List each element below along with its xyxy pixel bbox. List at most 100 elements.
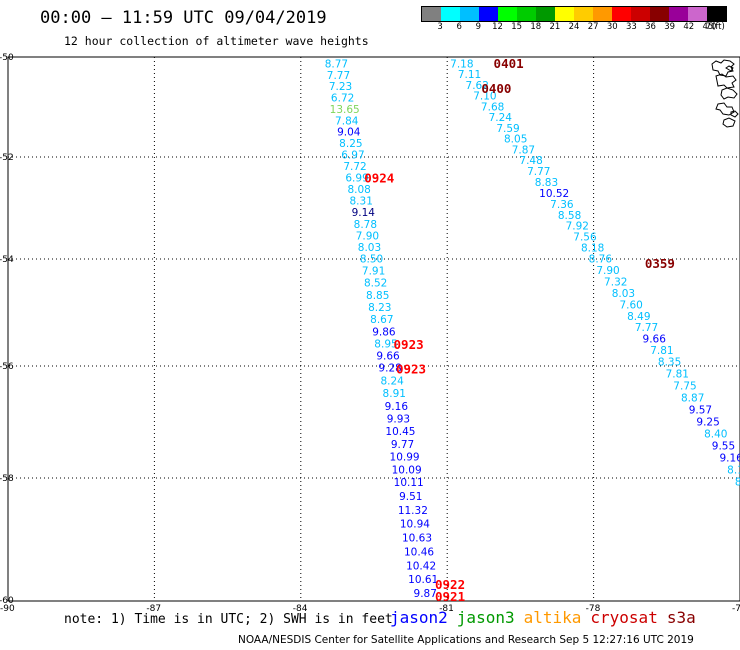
coastline-segment	[722, 117, 736, 128]
coastline-segment	[715, 73, 737, 89]
wave-height-value: 7.84	[335, 115, 359, 127]
wave-height-value: 7.91	[362, 265, 385, 277]
color-swatch	[498, 7, 517, 21]
satellite-legend: jason2 jason3 altika cryosat s3a	[390, 608, 705, 627]
wave-height-value: 9.51	[399, 491, 422, 503]
wave-height-value: 7.59	[496, 123, 519, 135]
lat-label: -56	[0, 362, 14, 372]
coastline-segment	[711, 59, 735, 77]
wave-height-value: 11.32	[398, 505, 428, 517]
time-tag: 0359	[645, 256, 675, 271]
wave-height-value: 7.81	[666, 368, 689, 380]
wave-height-value: 8.40	[704, 428, 727, 440]
coastline	[711, 59, 739, 128]
wave-height-value: 10.11	[394, 477, 424, 489]
color-scale-label: 21	[549, 22, 561, 32]
color-scale-units: (ft)	[712, 22, 725, 32]
wave-height-value: 9.16	[719, 452, 740, 464]
color-scale-label: 18	[530, 22, 542, 32]
wave-height-value: 10.63	[402, 533, 432, 545]
lat-label: -52	[0, 153, 14, 163]
color-scale-label: 3	[437, 22, 443, 32]
legend-jason3: jason3	[456, 608, 515, 627]
lat-label: -58	[0, 474, 14, 484]
graticule	[8, 57, 740, 600]
wave-height-value: 8.03	[358, 242, 381, 254]
lon-label: -84	[293, 604, 308, 614]
time-tag: 0401	[494, 56, 524, 71]
color-swatch	[612, 7, 631, 21]
color-scale-label: 12	[492, 22, 503, 32]
wave-height-value: 9.25	[696, 416, 719, 428]
wave-height-value: 9.66	[643, 334, 667, 346]
color-scale-label: 42	[683, 22, 695, 32]
time-tags: 04010400035903509240923092309220921	[364, 56, 675, 604]
color-swatch	[536, 7, 555, 21]
wave-height-value: 8.52	[364, 278, 387, 290]
wave-height-value: 9.93	[387, 414, 410, 426]
color-swatch	[707, 7, 726, 21]
lat-labels: -50 -52 -54 -56 -58 -60	[0, 53, 14, 606]
map-frame	[7, 56, 740, 602]
wave-height-value: 7.60	[619, 299, 642, 311]
time-tag: 0922	[435, 577, 465, 592]
wave-height-value: 9.87	[414, 588, 437, 600]
wave-height-value: 7.75	[673, 380, 696, 392]
wave-height-value: 8.23	[368, 302, 391, 314]
wave-height-value: 10.52	[539, 188, 569, 200]
wave-height-value: 7.77	[635, 322, 658, 334]
lon-label: -90	[0, 604, 15, 614]
wave-height-value: 9.16	[385, 401, 409, 413]
wave-height-value: 9.86	[372, 326, 396, 338]
color-scale-label: 39	[664, 22, 676, 32]
wave-height-value: 8.67	[370, 314, 393, 326]
color-swatch	[650, 7, 669, 21]
credit-footer: NOAA/NESDIS Center for Satellite Applica…	[238, 634, 694, 646]
color-scale-label: 9	[475, 22, 482, 32]
color-scale-label: 6	[456, 22, 462, 32]
wave-height-value: 7.90	[356, 230, 379, 242]
lon-labels: -90 -87 -84 -81 -78 -75	[0, 604, 740, 614]
wave-height-value: 7.87	[512, 144, 535, 156]
wave-height-value: 9.57	[689, 404, 712, 416]
wave-height-value: 8.13	[727, 464, 740, 476]
map-subtitle: 12 hour collection of altimeter wave hei…	[64, 34, 369, 48]
color-scale-label: 15	[511, 22, 523, 32]
wave-height-value: 7.62	[466, 80, 489, 92]
wave-height-value: 7.92	[566, 221, 589, 233]
color-swatch	[555, 7, 574, 21]
lon-label: -81	[439, 604, 454, 614]
coastline-segment	[720, 87, 738, 100]
wave-height-value: 7.72	[343, 161, 366, 173]
wave-height-value: 6.99	[345, 172, 368, 184]
note-text: note: 1) Time is in UTC; 2) SWH is in fe…	[64, 612, 393, 627]
color-swatch	[688, 7, 707, 21]
color-swatch	[574, 7, 593, 21]
wave-height-value: 8.58	[558, 210, 581, 222]
wave-height-value: 7.77	[527, 166, 550, 178]
time-tag: 0924	[364, 170, 394, 185]
wave-height-value: 8.31	[350, 196, 373, 208]
wave-height-value: 10.99	[390, 452, 420, 464]
wave-height-value: 7.18	[450, 59, 473, 71]
wave-height-value: 8.87	[681, 392, 704, 404]
wave-height-value: 7.48	[519, 155, 542, 167]
time-tag: 0923	[394, 337, 424, 352]
wave-height-value: 10.09	[392, 464, 422, 476]
legend-cryosat: cryosat	[590, 608, 658, 627]
lon-label: -75	[732, 604, 740, 614]
legend-s3a: s3a	[666, 608, 696, 627]
wave-height-value: 7.23	[329, 81, 352, 93]
wave-height-value: 9.77	[391, 439, 414, 451]
wave-height-value: 7.32	[604, 276, 627, 288]
color-scale-label: 33	[625, 22, 637, 32]
wave-height-value: 8.18	[581, 243, 604, 255]
lon-label: -78	[586, 604, 601, 614]
wave-height-value: 8.95	[374, 338, 397, 350]
time-tag: 0921	[435, 589, 465, 604]
wave-height-value: 9.28	[378, 363, 401, 375]
color-scale-bar	[421, 6, 727, 22]
coastline-segment	[730, 110, 739, 118]
wave-height-value: 10.45	[385, 426, 415, 438]
